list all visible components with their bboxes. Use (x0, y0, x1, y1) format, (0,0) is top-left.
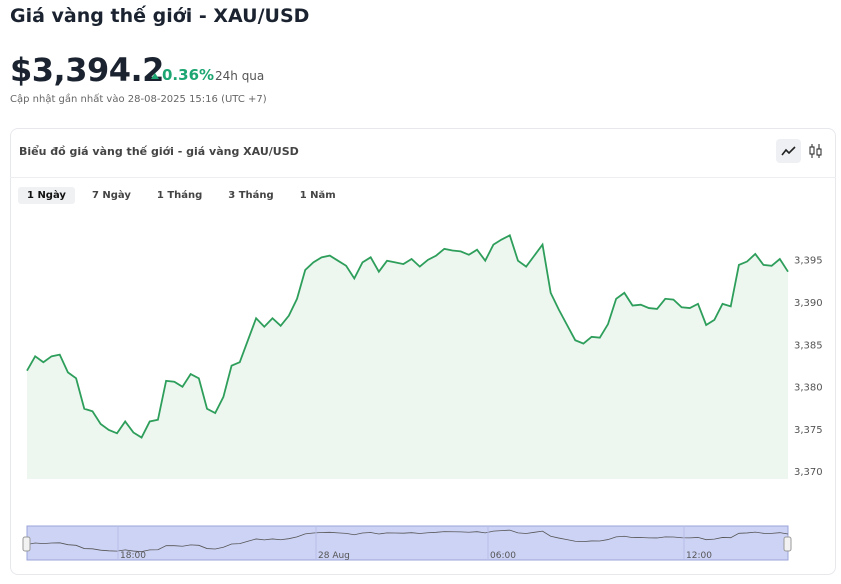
navigator-label: 28 Aug (318, 551, 350, 561)
range-tab[interactable]: 7 Ngày (91, 190, 131, 201)
up-arrow-icon (151, 73, 159, 79)
navigator-line (26, 529, 789, 553)
y-tick-label: 3,380 (794, 383, 823, 394)
divider (10, 177, 836, 178)
chart-card (10, 128, 836, 575)
y-tick-label: 3,390 (794, 298, 823, 309)
updated-time: Cập nhật gần nhất vào 28-08-2025 15:16 (… (10, 94, 267, 105)
range-tab[interactable]: 3 Tháng (228, 190, 274, 201)
line-chart-button[interactable] (776, 139, 801, 163)
page-title: Giá vàng thế giới - XAU/USD (10, 5, 310, 27)
y-tick-label: 3,395 (794, 256, 823, 267)
line-icon (781, 146, 796, 156)
range-tab[interactable]: 1 Tháng (156, 190, 203, 201)
navigator-label: 18:00 (120, 551, 146, 561)
change-period: 24h qua (215, 69, 265, 83)
navigator-handle[interactable] (22, 536, 31, 552)
range-tab[interactable]: 1 Năm (299, 190, 336, 201)
navigator-label: 12:00 (686, 551, 712, 561)
y-tick-label: 3,385 (794, 340, 823, 351)
candle-chart-button[interactable] (803, 139, 828, 163)
area-fill (27, 235, 788, 479)
price-change: 0.36% (162, 66, 215, 84)
price-line (26, 234, 789, 439)
price: $3,394.2 (10, 51, 164, 89)
candle-icon (809, 144, 822, 158)
card-title: Biểu đồ giá vàng thế giới - giá vàng XAU… (19, 145, 299, 158)
navigator-bg (26, 525, 789, 561)
navigator-handle[interactable] (783, 536, 792, 552)
y-tick-label: 3,370 (794, 467, 823, 478)
y-tick-label: 3,375 (794, 425, 823, 436)
navigator-label: 06:00 (490, 551, 516, 561)
range-tab[interactable]: 1 Ngày (18, 187, 75, 204)
tabs: 1 Ngày 7 Ngày 1 Tháng 3 Tháng 1 Năm (18, 187, 345, 204)
